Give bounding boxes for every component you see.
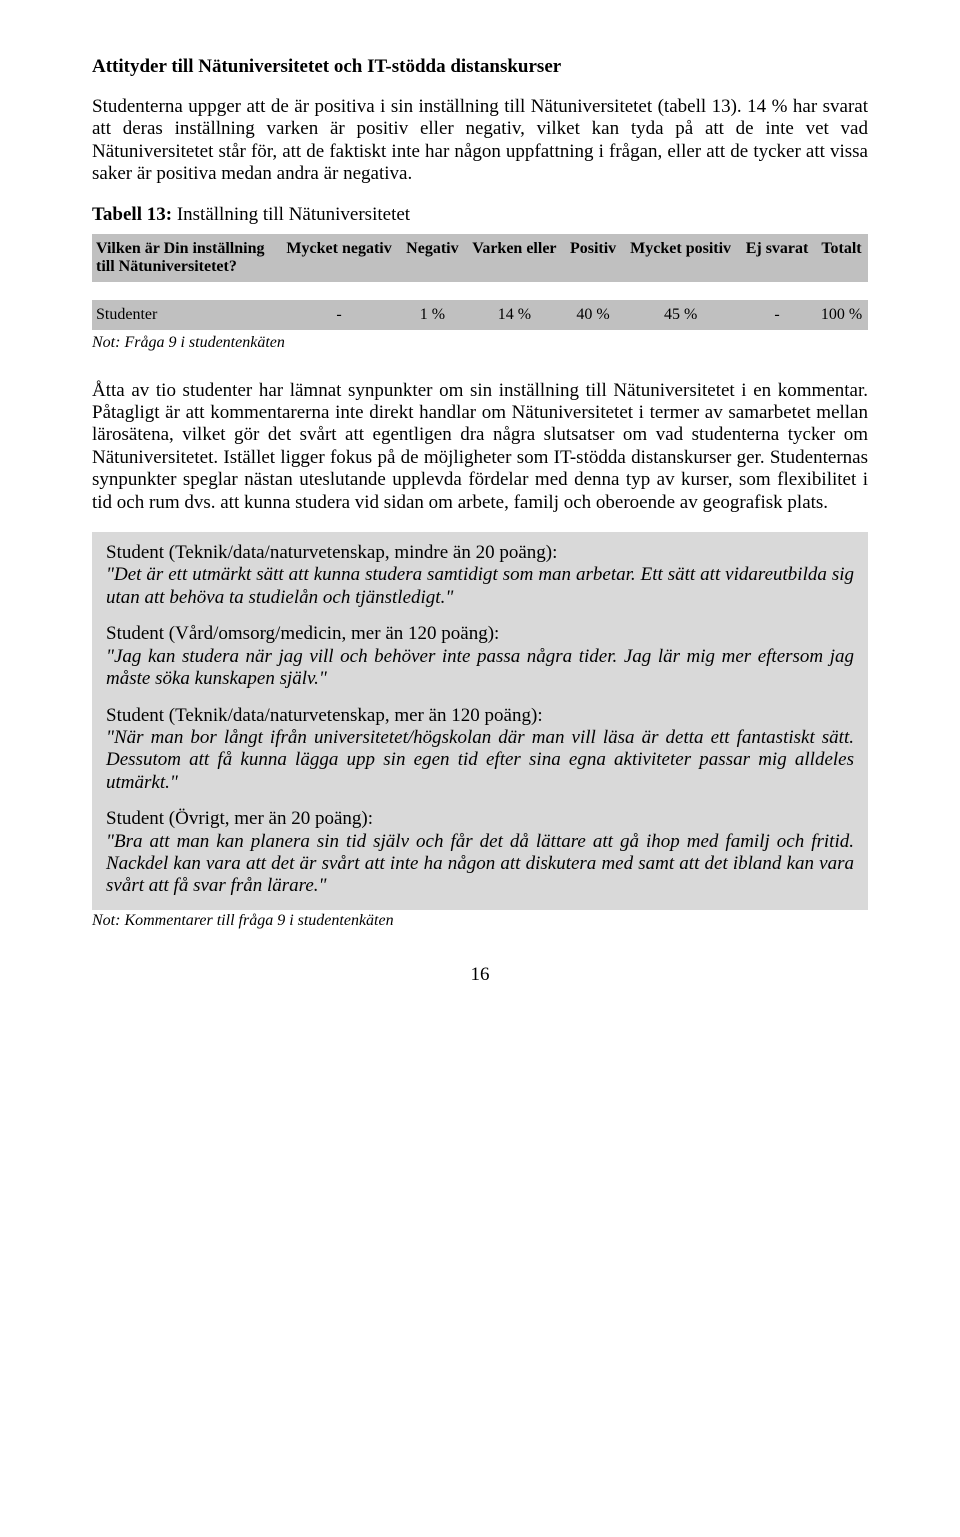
quote-block: Student (Teknik/data/naturvetenskap, min… bbox=[106, 542, 854, 609]
table-cell-5: - bbox=[739, 300, 815, 330]
quote-label: Student (Övrigt, mer än 20 poäng): bbox=[106, 808, 854, 830]
table-col-7: Totalt bbox=[815, 234, 868, 282]
quote-text: "Bra att man kan planera sin tid själv o… bbox=[106, 831, 854, 898]
table-col-1: Mycket negativ bbox=[278, 234, 400, 282]
table-note: Not: Fråga 9 i studentenkäten bbox=[92, 334, 868, 352]
table-spacer-row bbox=[92, 282, 868, 300]
quote-label: Student (Teknik/data/naturvetenskap, min… bbox=[106, 542, 854, 564]
table-caption: Tabell 13: Inställning till Nätuniversit… bbox=[92, 204, 868, 226]
data-table: Vilken är Din inställning till Nätuniver… bbox=[92, 234, 868, 330]
quote-block: Student (Övrigt, mer än 20 poäng): "Bra … bbox=[106, 808, 854, 898]
table-col-4: Positiv bbox=[564, 234, 622, 282]
table-col-2: Negativ bbox=[400, 234, 465, 282]
table-cell-2: 14 % bbox=[465, 300, 564, 330]
table-cell-6: 100 % bbox=[815, 300, 868, 330]
table-row-label: Studenter bbox=[92, 300, 278, 330]
quote-block: Student (Vård/omsorg/medicin, mer än 120… bbox=[106, 623, 854, 690]
table-cell-3: 40 % bbox=[564, 300, 622, 330]
page-container: Attityder till Nätuniversitetet och IT-s… bbox=[0, 0, 960, 1026]
table-header-row: Vilken är Din inställning till Nätuniver… bbox=[92, 234, 868, 282]
table-cell-1: 1 % bbox=[400, 300, 465, 330]
discussion-paragraph: Åtta av tio studenter har lämnat synpunk… bbox=[92, 380, 868, 514]
quote-block: Student (Teknik/data/naturvetenskap, mer… bbox=[106, 705, 854, 795]
table-caption-rest: Inställning till Nätuniversitetet bbox=[172, 204, 410, 225]
table-caption-bold: Tabell 13: bbox=[92, 204, 172, 225]
table-cell-4: 45 % bbox=[622, 300, 739, 330]
quote-text: "Det är ett utmärkt sätt att kunna stude… bbox=[106, 564, 854, 609]
table-col-0: Vilken är Din inställning till Nätuniver… bbox=[92, 234, 278, 282]
section-title: Attityder till Nätuniversitetet och IT-s… bbox=[92, 56, 868, 78]
quote-text: "Jag kan studera när jag vill och behöve… bbox=[106, 646, 854, 691]
table-cell-0: - bbox=[278, 300, 400, 330]
quote-box: Student (Teknik/data/naturvetenskap, min… bbox=[92, 532, 868, 910]
quote-label: Student (Vård/omsorg/medicin, mer än 120… bbox=[106, 623, 854, 645]
table-col-5: Mycket positiv bbox=[622, 234, 739, 282]
quote-note: Not: Kommentarer till fråga 9 i studente… bbox=[92, 912, 868, 930]
table-col-3: Varken eller bbox=[465, 234, 564, 282]
quote-text: "När man bor långt ifrån universitetet/h… bbox=[106, 727, 854, 794]
table-col-6: Ej svarat bbox=[739, 234, 815, 282]
quote-label: Student (Teknik/data/naturvetenskap, mer… bbox=[106, 705, 854, 727]
page-number: 16 bbox=[92, 964, 868, 986]
intro-paragraph: Studenterna uppger att de är positiva i … bbox=[92, 96, 868, 186]
table-data-row: Studenter - 1 % 14 % 40 % 45 % - 100 % bbox=[92, 300, 868, 330]
